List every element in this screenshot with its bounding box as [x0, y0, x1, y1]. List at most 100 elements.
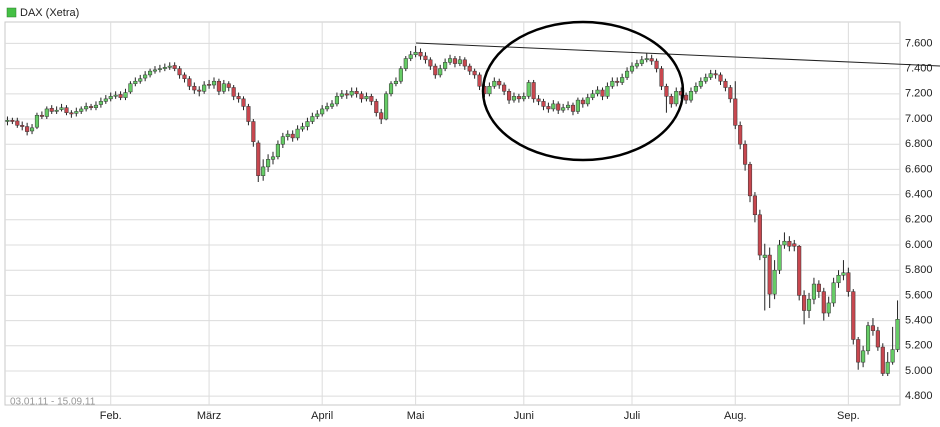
candle-body — [757, 214, 762, 256]
x-tick-label: Aug. — [724, 410, 747, 422]
candle-body — [890, 349, 895, 363]
candle-body — [841, 272, 846, 276]
candle-body — [669, 96, 674, 105]
candle-body — [197, 89, 202, 92]
candle-body — [625, 70, 630, 78]
y-tick-label: 6.800 — [905, 138, 933, 150]
candle-body — [226, 83, 231, 88]
candle-body — [138, 78, 143, 82]
candle-body — [433, 65, 438, 76]
candle-body — [216, 80, 221, 92]
y-tick-label: 7.200 — [905, 88, 933, 100]
candle-body — [310, 116, 315, 122]
candle-body — [108, 96, 113, 100]
candle-body — [487, 86, 492, 95]
legend-swatch — [6, 7, 17, 18]
candle-body — [674, 91, 679, 105]
candle-body — [590, 93, 595, 98]
candle-body — [182, 74, 187, 79]
candle-body — [605, 86, 610, 97]
candle-body — [743, 143, 748, 165]
y-tick-label: 6.400 — [905, 189, 933, 201]
candle-body — [403, 58, 408, 69]
candle-body — [123, 92, 128, 98]
candle-body — [767, 254, 772, 295]
candle-body — [846, 272, 851, 292]
y-tick-label: 6.200 — [905, 214, 933, 226]
candle-body — [634, 63, 639, 67]
candle-body — [79, 108, 84, 112]
candle-body — [644, 58, 649, 61]
x-tick-label: April — [311, 410, 333, 422]
candle-body — [270, 156, 276, 160]
x-tick-label: Sep. — [837, 410, 860, 422]
candle-body — [128, 83, 133, 93]
candle-body — [398, 68, 403, 82]
y-tick-label: 5.800 — [905, 264, 933, 276]
candle-body — [777, 244, 782, 271]
candle-body — [629, 65, 635, 72]
candle-body — [359, 93, 364, 100]
candle-body — [885, 361, 890, 374]
candle-body — [684, 94, 689, 101]
candle-body — [207, 84, 212, 86]
plot-frame — [4, 21, 901, 406]
candle-body — [315, 113, 320, 117]
candle-body — [610, 80, 615, 87]
candle-body — [89, 106, 94, 108]
candle-body — [462, 59, 467, 67]
candle-body — [349, 91, 354, 96]
candle-body — [561, 107, 566, 111]
candle-body — [649, 58, 654, 62]
candle-body — [718, 74, 723, 82]
candle-body — [64, 107, 69, 113]
candle-body — [747, 164, 753, 197]
candle-body — [374, 101, 379, 113]
candle-body — [826, 302, 831, 314]
grid — [5, 22, 900, 405]
candle-body — [477, 74, 482, 87]
candle-body — [93, 104, 99, 108]
candle-body — [143, 74, 148, 79]
candle-body — [831, 282, 836, 304]
candle-body — [98, 101, 103, 105]
candle-body — [787, 240, 792, 247]
candle-body — [551, 103, 556, 110]
candle-body — [733, 98, 738, 126]
y-tick-label: 6.600 — [905, 163, 933, 175]
candle-body — [703, 77, 708, 82]
candle-body — [256, 142, 261, 176]
candle-body — [536, 98, 541, 102]
candle-body — [118, 94, 123, 98]
candle-body — [246, 106, 251, 122]
candle-body — [49, 108, 54, 112]
candle-body — [575, 99, 580, 112]
candle-body — [585, 97, 590, 105]
candle-body — [693, 86, 698, 92]
x-tick-label: Juni — [514, 410, 534, 422]
candle-body — [438, 68, 443, 76]
y-tick-label: 5.600 — [905, 289, 933, 301]
candle-body — [5, 120, 10, 122]
candle-body — [531, 82, 536, 100]
candle-body — [275, 143, 280, 158]
candle-body — [251, 121, 256, 142]
candle-body — [423, 55, 428, 61]
candle-body — [620, 77, 625, 83]
candle-body — [285, 133, 290, 137]
candle-body — [162, 67, 167, 69]
y-tick-label: 6.000 — [905, 239, 933, 251]
candle-body — [797, 246, 802, 296]
candle-body — [236, 96, 241, 100]
candle-body — [428, 59, 433, 67]
candle-body — [152, 69, 158, 72]
candle-body — [325, 106, 330, 110]
y-tick-label: 7.600 — [905, 37, 933, 49]
candle-body — [384, 93, 389, 120]
candle-body — [354, 91, 359, 95]
candle-body — [369, 96, 374, 102]
candle-body — [738, 125, 743, 145]
x-tick-label: Juli — [624, 410, 641, 422]
x-tick-label: März — [197, 410, 221, 422]
candle-body — [172, 65, 177, 69]
